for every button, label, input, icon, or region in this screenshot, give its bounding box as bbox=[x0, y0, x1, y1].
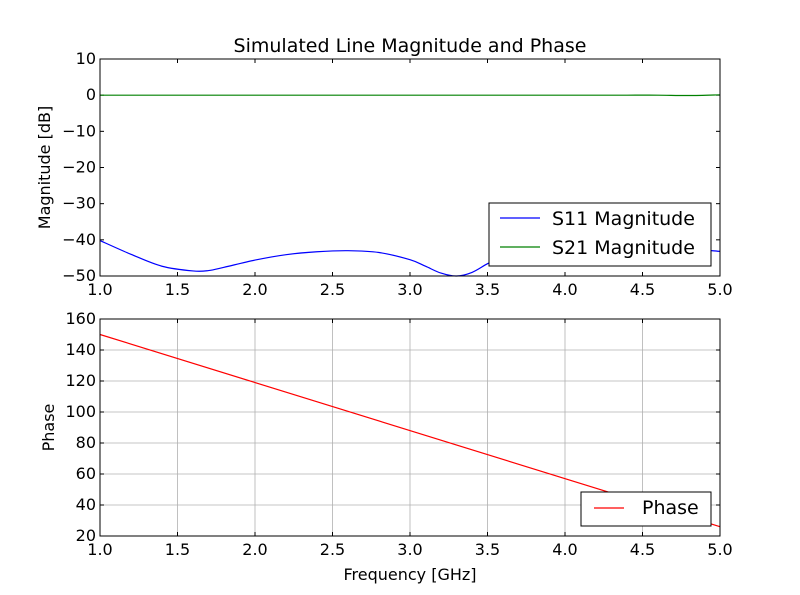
phase-x-tick-label: 1.5 bbox=[165, 540, 190, 559]
magnitude-y-tick-label: −50 bbox=[62, 266, 96, 285]
chart-title: Simulated Line Magnitude and Phase bbox=[234, 35, 587, 57]
series-line-s21-magnitude bbox=[100, 94, 721, 97]
phase-subplot: 160 140 120 100 80 60 40 20 1.0 1.5 2.0 2.5 3.0 3.5 4… bbox=[39, 309, 733, 584]
phase-y-tick-label: 120 bbox=[65, 371, 96, 390]
phase-x-tick-label: 1.0 bbox=[87, 540, 112, 559]
magnitude-x-tick-label: 4.0 bbox=[552, 280, 577, 299]
phase-y-axis-label: Phase bbox=[39, 404, 58, 452]
magnitude-x-tick-label: 3.0 bbox=[397, 280, 422, 299]
phase-x-tick-label: 4.0 bbox=[552, 540, 577, 559]
magnitude-y-tick-label: 10 bbox=[76, 49, 96, 68]
phase-x-tick-label: 5.0 bbox=[707, 540, 732, 559]
magnitude-subplot: Simulated Line Magnitude and Phase 10 0 −1… bbox=[35, 35, 733, 299]
magnitude-y-tick-label: −30 bbox=[62, 194, 96, 213]
phase-y-tick-label: 80 bbox=[76, 433, 96, 452]
magnitude-y-tick-label: −20 bbox=[62, 158, 96, 177]
phase-x-tick-label: 2.0 bbox=[242, 540, 267, 559]
magnitude-y-tick-label: 0 bbox=[86, 85, 96, 104]
phase-legend: Phase bbox=[580, 491, 712, 527]
magnitude-x-ticks: 1.0 1.5 2.0 2.5 3.0 3.5 4.0 4.5 5.0 bbox=[87, 59, 733, 299]
phase-x-tick-label: 4.5 bbox=[630, 540, 655, 559]
phase-y-tick-label: 40 bbox=[76, 495, 96, 514]
phase-plot-frame bbox=[99, 318, 721, 537]
magnitude-legend: S11 Magnitude S21 Magnitude bbox=[488, 202, 712, 267]
phase-x-tick-label: 3.5 bbox=[475, 540, 500, 559]
magnitude-plot-frame bbox=[99, 58, 721, 277]
legend-label-s21: S21 Magnitude bbox=[552, 237, 695, 259]
magnitude-legend-box bbox=[488, 202, 712, 267]
magnitude-y-tick-label: −10 bbox=[62, 121, 96, 140]
phase-y-tick-label: 100 bbox=[65, 402, 96, 421]
phase-y-tick-label: 140 bbox=[65, 340, 96, 359]
magnitude-x-tick-label: 2.0 bbox=[242, 280, 267, 299]
magnitude-x-tick-label: 1.5 bbox=[165, 280, 190, 299]
phase-legend-box bbox=[580, 491, 712, 527]
magnitude-y-tick-label: −40 bbox=[62, 230, 96, 249]
phase-x-tick-label: 2.5 bbox=[320, 540, 345, 559]
phase-y-ticks: 160 140 120 100 80 60 40 20 bbox=[65, 309, 720, 545]
phase-y-tick-label: 20 bbox=[76, 526, 96, 545]
magnitude-x-tick-label: 4.5 bbox=[630, 280, 655, 299]
phase-x-tick-label: 3.0 bbox=[397, 540, 422, 559]
phase-y-tick-label: 60 bbox=[76, 464, 96, 483]
legend-label-s11: S11 Magnitude bbox=[552, 208, 695, 230]
magnitude-y-axis-label: Magnitude [dB] bbox=[35, 106, 54, 229]
phase-y-tick-label: 160 bbox=[65, 309, 96, 328]
x-axis-label: Frequency [GHz] bbox=[343, 565, 476, 584]
magnitude-x-tick-label: 2.5 bbox=[320, 280, 345, 299]
magnitude-x-tick-label: 3.5 bbox=[475, 280, 500, 299]
legend-label-phase: Phase bbox=[642, 497, 699, 519]
magnitude-x-tick-label: 1.0 bbox=[87, 280, 112, 299]
magnitude-y-ticks: 10 0 −10 −20 −30 −40 −50 bbox=[62, 49, 720, 285]
magnitude-x-tick-label: 5.0 bbox=[707, 280, 732, 299]
